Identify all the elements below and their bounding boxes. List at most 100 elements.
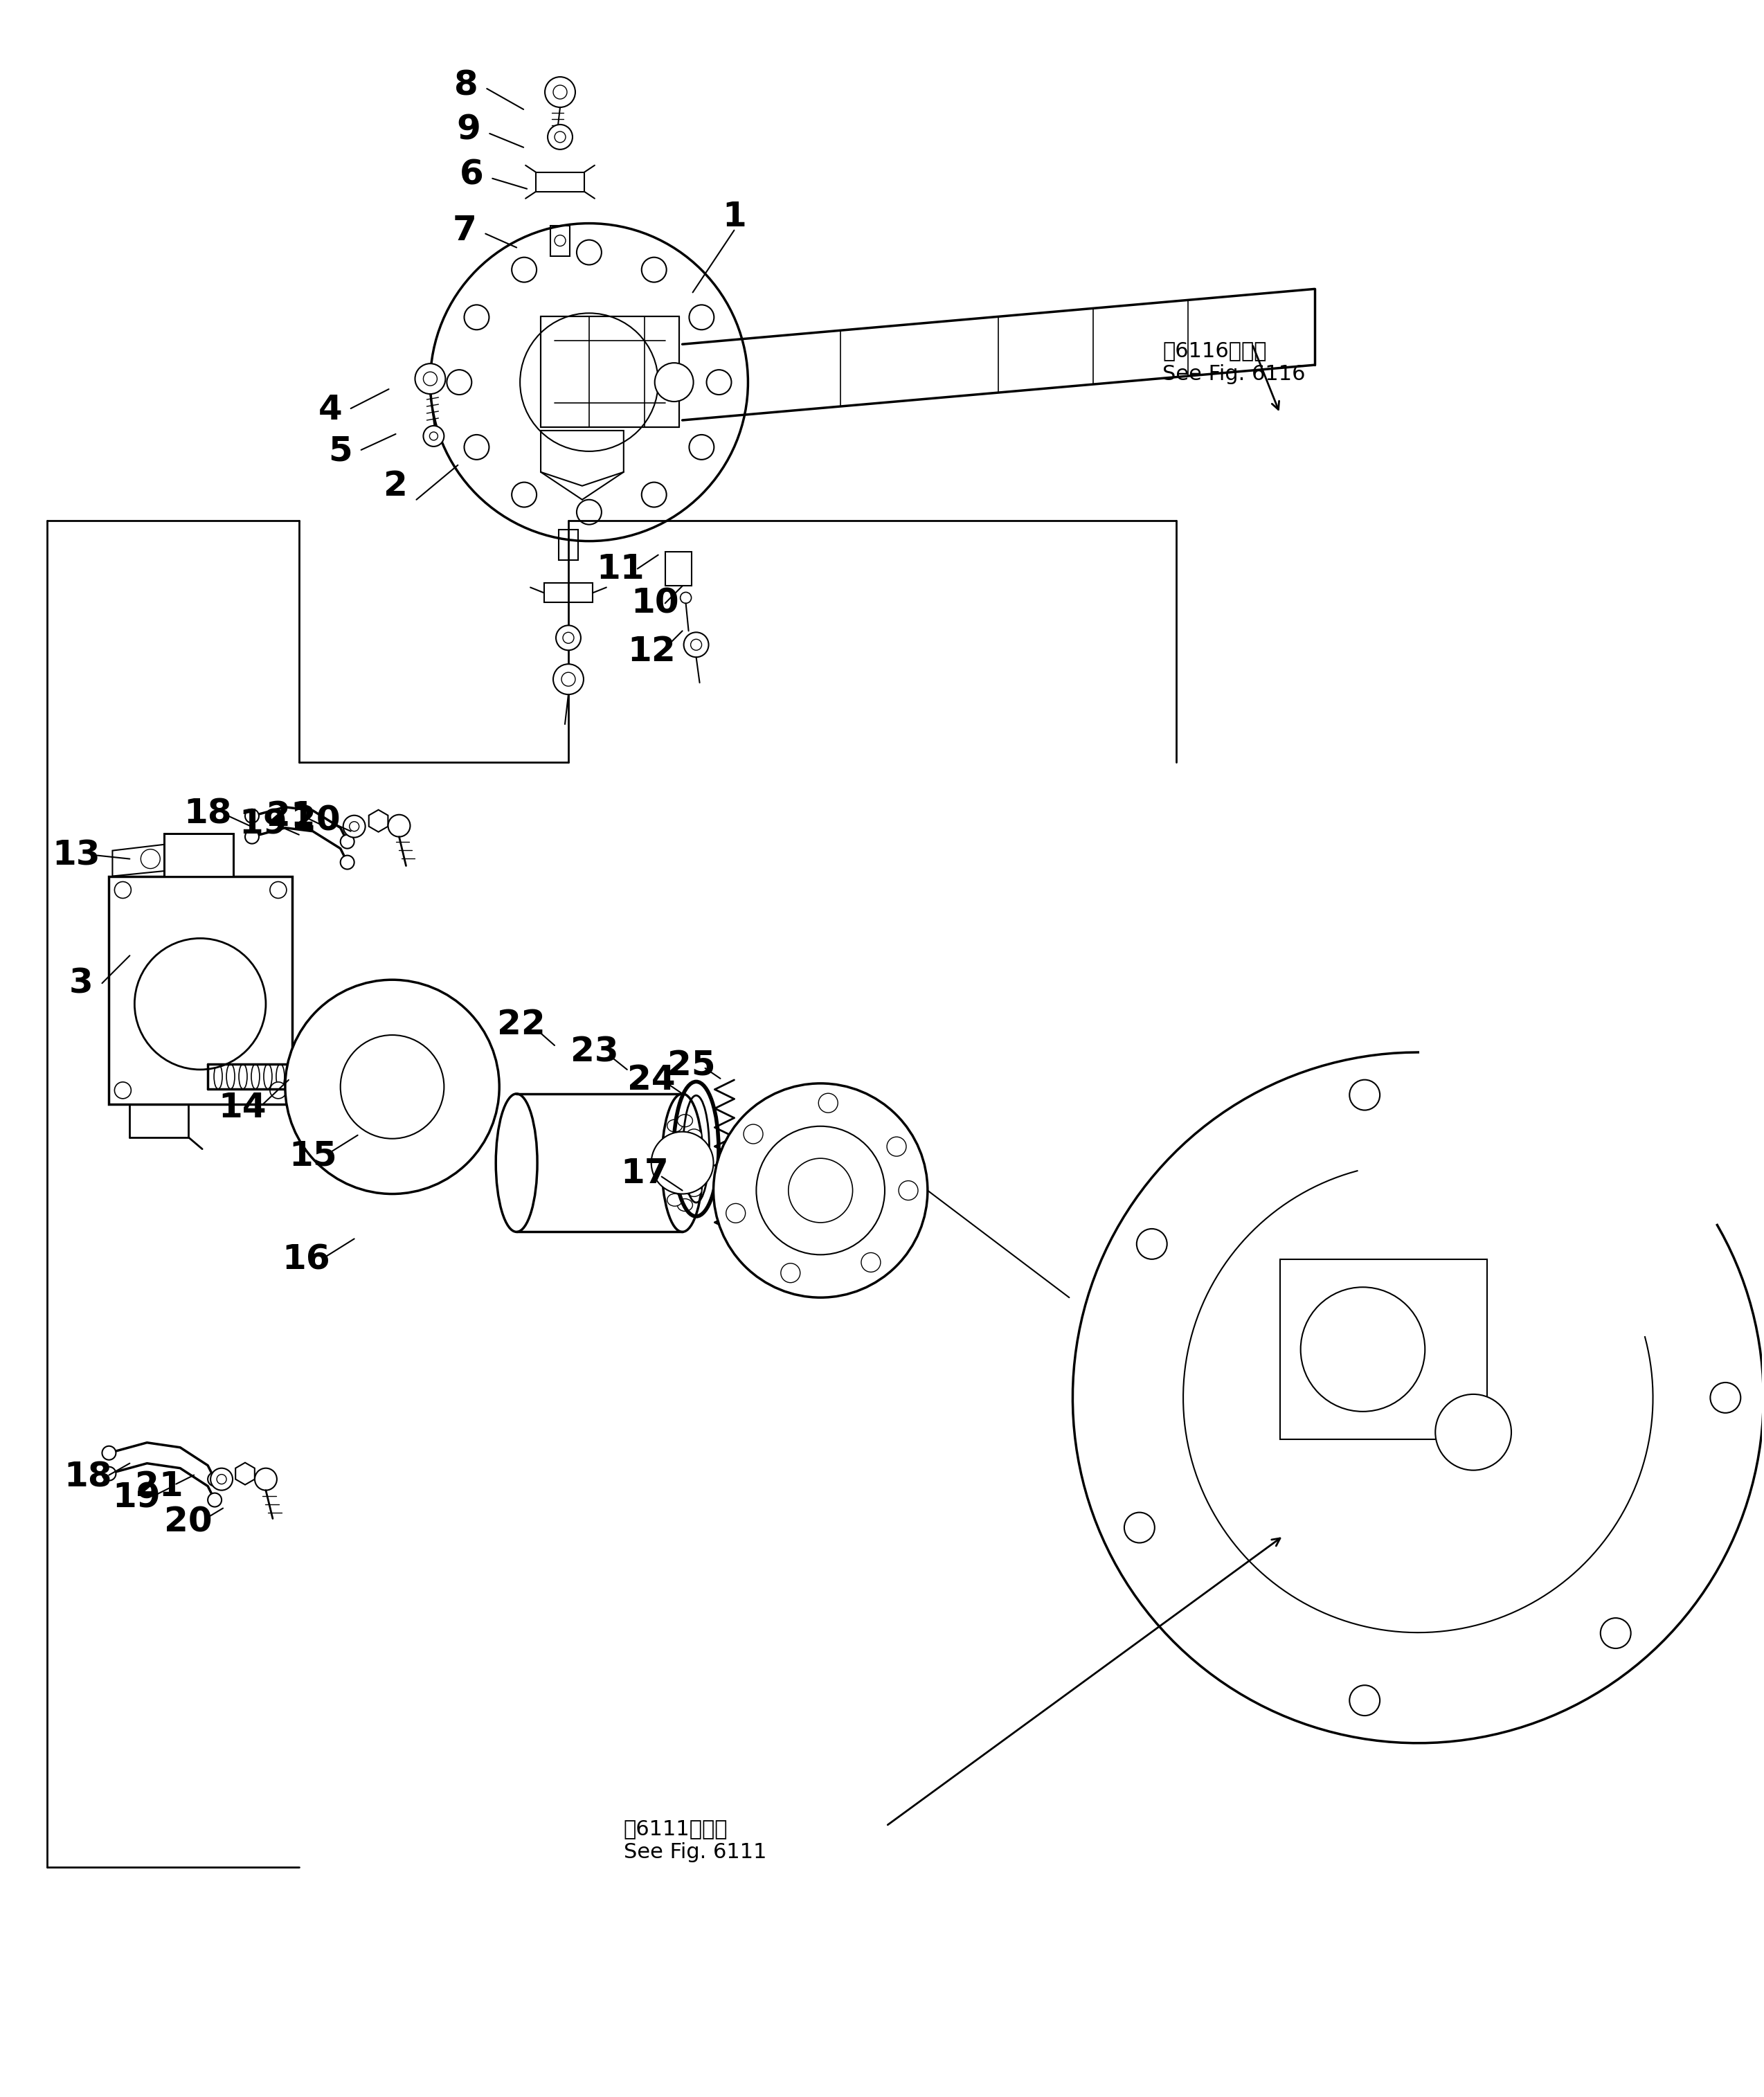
Circle shape (102, 1447, 116, 1460)
Circle shape (713, 1084, 928, 1298)
Text: 3: 3 (69, 967, 93, 1000)
Circle shape (727, 1204, 746, 1223)
Circle shape (547, 124, 573, 149)
Bar (550, 224, 570, 256)
Circle shape (423, 371, 437, 386)
Circle shape (286, 979, 499, 1193)
Circle shape (217, 1474, 226, 1485)
Polygon shape (113, 841, 189, 877)
Text: 6: 6 (460, 159, 483, 191)
Circle shape (1300, 1288, 1425, 1411)
Circle shape (388, 814, 411, 837)
Text: 19: 19 (113, 1480, 161, 1514)
Circle shape (651, 1132, 713, 1193)
Ellipse shape (441, 1023, 466, 1048)
Text: 12: 12 (628, 635, 676, 669)
Circle shape (102, 1466, 116, 1480)
Text: 20: 20 (293, 805, 340, 837)
Ellipse shape (796, 1225, 811, 1246)
Ellipse shape (314, 1063, 321, 1088)
Circle shape (208, 1493, 222, 1508)
Ellipse shape (250, 1063, 259, 1088)
Circle shape (554, 132, 566, 143)
Text: 16: 16 (282, 1244, 330, 1277)
Text: 7: 7 (453, 214, 476, 247)
Ellipse shape (677, 1114, 693, 1126)
Text: 4: 4 (318, 394, 342, 426)
Text: 20: 20 (164, 1506, 212, 1539)
Circle shape (554, 665, 584, 694)
Text: 21: 21 (266, 799, 314, 833)
Ellipse shape (662, 1095, 704, 1231)
Circle shape (429, 432, 437, 440)
Bar (665, 552, 691, 585)
Bar (109, 877, 293, 1105)
Ellipse shape (686, 1128, 702, 1141)
Ellipse shape (277, 1063, 284, 1088)
Circle shape (561, 673, 575, 686)
Ellipse shape (302, 1063, 309, 1088)
Ellipse shape (303, 1048, 332, 1069)
Circle shape (245, 830, 259, 843)
Ellipse shape (859, 1183, 878, 1197)
Circle shape (115, 881, 131, 898)
Circle shape (1124, 1512, 1155, 1543)
Circle shape (861, 1252, 880, 1273)
Ellipse shape (690, 1158, 706, 1168)
Ellipse shape (342, 1143, 363, 1170)
Text: 23: 23 (570, 1036, 619, 1069)
Text: 18: 18 (64, 1460, 113, 1493)
Text: 第6111図参照
See Fig. 6111: 第6111図参照 See Fig. 6111 (624, 1818, 767, 1862)
Polygon shape (542, 430, 624, 487)
Circle shape (556, 625, 580, 650)
Ellipse shape (441, 1126, 466, 1149)
Circle shape (554, 86, 566, 99)
Circle shape (818, 1093, 838, 1114)
Circle shape (115, 1082, 131, 1099)
Ellipse shape (840, 1220, 857, 1239)
Ellipse shape (667, 1120, 683, 1132)
Ellipse shape (289, 1063, 296, 1088)
Circle shape (340, 835, 355, 849)
Ellipse shape (457, 1078, 487, 1097)
Text: 25: 25 (667, 1048, 716, 1082)
Circle shape (270, 1082, 286, 1099)
Ellipse shape (303, 1103, 332, 1124)
Text: 19: 19 (238, 807, 288, 841)
Text: 9: 9 (457, 113, 482, 147)
Ellipse shape (397, 994, 416, 1023)
Circle shape (134, 937, 266, 1069)
Text: 11: 11 (596, 552, 644, 585)
Text: 5: 5 (328, 434, 353, 468)
Ellipse shape (496, 1095, 538, 1231)
Circle shape (141, 849, 161, 868)
Text: 第6116図参照
See Fig. 6116: 第6116図参照 See Fig. 6116 (1162, 342, 1305, 384)
Circle shape (654, 363, 693, 401)
Text: 22: 22 (497, 1009, 545, 1042)
Ellipse shape (660, 1172, 676, 1183)
Circle shape (340, 856, 355, 870)
Circle shape (270, 881, 286, 898)
Ellipse shape (817, 1132, 833, 1153)
Ellipse shape (342, 1004, 363, 1032)
Bar (559, 528, 579, 560)
Bar (164, 833, 233, 877)
Ellipse shape (686, 1185, 702, 1197)
Ellipse shape (238, 1063, 247, 1088)
Ellipse shape (774, 1151, 794, 1168)
Ellipse shape (764, 1195, 785, 1210)
Circle shape (563, 633, 573, 644)
Text: 18: 18 (183, 797, 231, 830)
Circle shape (887, 1137, 907, 1155)
Text: 10: 10 (630, 587, 679, 621)
Bar (536, 172, 584, 191)
Circle shape (1136, 1229, 1168, 1258)
Circle shape (781, 1262, 801, 1283)
Text: 14: 14 (219, 1090, 266, 1124)
Circle shape (681, 591, 691, 604)
Bar (542, 317, 679, 428)
Ellipse shape (265, 1063, 272, 1088)
Ellipse shape (852, 1158, 871, 1174)
Circle shape (898, 1181, 917, 1199)
Circle shape (349, 822, 360, 830)
